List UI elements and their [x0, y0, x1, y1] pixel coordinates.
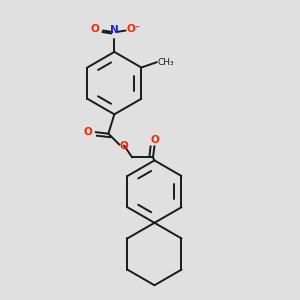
Text: N: N [110, 25, 119, 35]
Text: O: O [84, 127, 93, 137]
Text: O: O [91, 24, 100, 34]
Text: O: O [150, 135, 159, 145]
Text: CH₃: CH₃ [158, 58, 174, 67]
Text: O⁻: O⁻ [127, 24, 141, 34]
Text: O: O [120, 140, 128, 151]
